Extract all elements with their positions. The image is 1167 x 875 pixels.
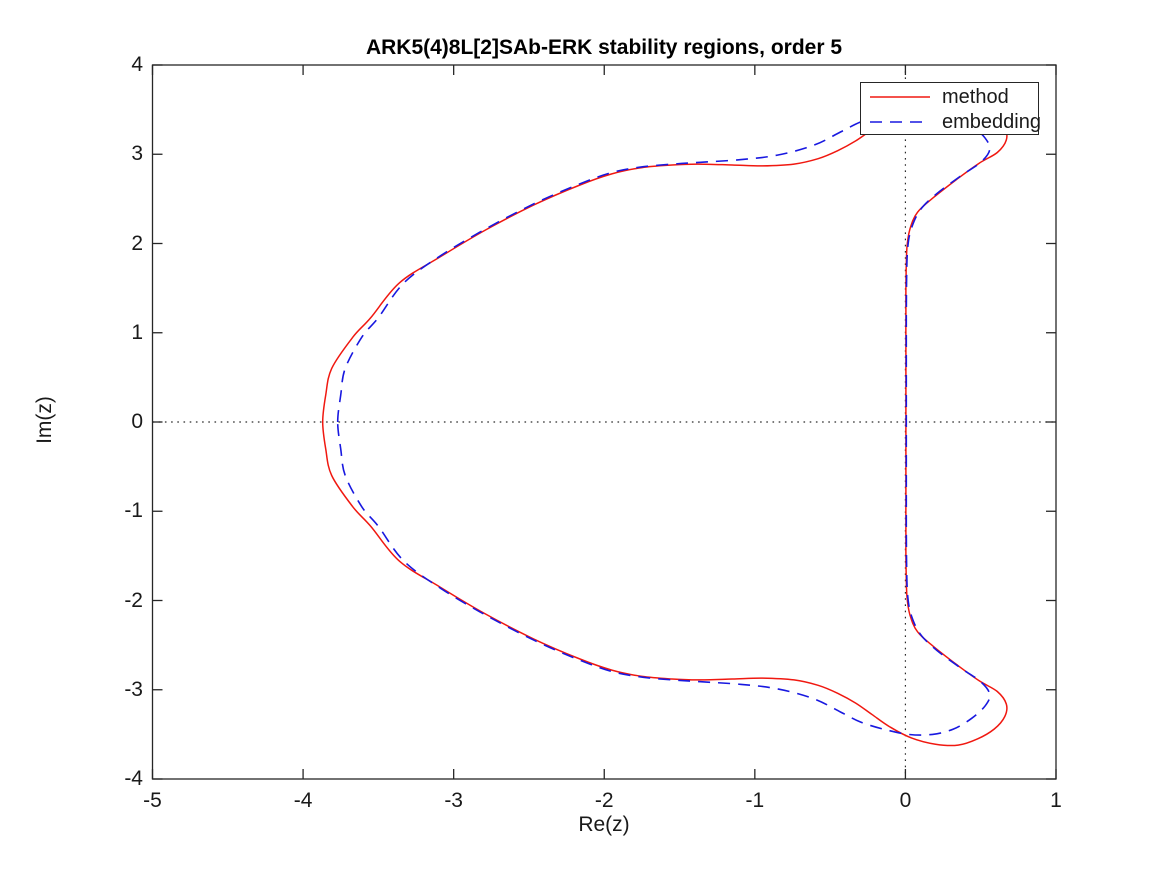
- x-tick-label: -1: [745, 789, 765, 812]
- x-tick-label: 1: [1050, 789, 1062, 812]
- y-tick-label: 0: [131, 410, 143, 433]
- y-tick-label: -3: [124, 677, 143, 701]
- embedding-curve: [336, 108, 991, 736]
- legend: method embedding: [860, 82, 1041, 135]
- y-tick-label: 2: [131, 231, 143, 255]
- legend-entry-method: method: [861, 84, 1038, 110]
- x-axis-label: Re(z): [578, 813, 630, 836]
- x-tick-label: -5: [143, 789, 162, 812]
- method-legend-line-icon: [870, 96, 930, 98]
- x-tick-label: -2: [594, 789, 614, 812]
- embedding-legend-line-icon: [870, 121, 930, 123]
- y-tick-label: -2: [124, 588, 143, 612]
- x-tick-label: -3: [444, 789, 463, 812]
- y-tick-label: 4: [131, 53, 143, 76]
- y-tick-label: 1: [131, 320, 143, 344]
- chart-title: ARK5(4)8L[2]SAb-ERK stability regions, o…: [365, 36, 843, 59]
- legend-label-embedding: embedding: [942, 111, 1041, 133]
- y-axis-label: Im(z): [33, 396, 56, 444]
- y-tick-label: -1: [124, 499, 143, 523]
- legend-label-method: method: [942, 86, 1009, 108]
- y-tick-label: 3: [131, 142, 143, 166]
- legend-entry-embedding: embedding: [861, 109, 1041, 135]
- axes-box: [151, 64, 1057, 780]
- y-tick-label: -4: [124, 767, 143, 790]
- x-tick-label: -4: [293, 789, 313, 812]
- x-tick-label: 0: [899, 789, 912, 812]
